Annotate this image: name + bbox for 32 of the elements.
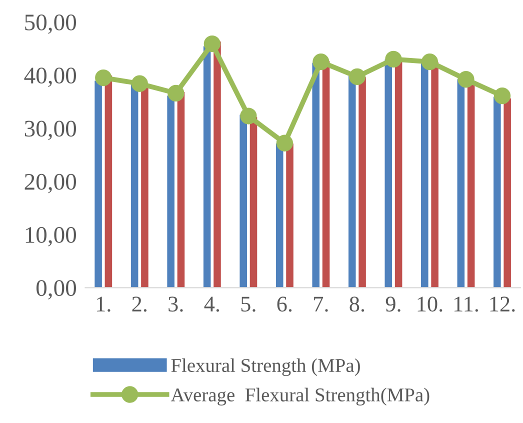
x-tick-label: 3. xyxy=(168,296,183,312)
y-tick-label: 20,00 xyxy=(24,174,76,194)
x-tick-label: 12. xyxy=(490,296,515,312)
x-tick-label: 6. xyxy=(277,296,292,312)
point xyxy=(95,69,112,86)
x-tick-label: 9. xyxy=(386,296,400,312)
point xyxy=(494,88,511,104)
legend-label: Flexural Strength (MPa) xyxy=(171,358,360,376)
point xyxy=(240,108,257,124)
point xyxy=(276,134,294,152)
point xyxy=(421,54,438,70)
y-tick-label: 10,00 xyxy=(26,227,76,246)
x-tick-label: 4. xyxy=(204,296,220,312)
x-tick-label: 10. xyxy=(418,296,442,312)
y-tick-label: 0,00 xyxy=(36,280,76,300)
point xyxy=(458,71,474,88)
legend-label: Average Flexural Strength(MPa) xyxy=(170,388,430,406)
x-tick-label: 11. xyxy=(454,296,478,312)
x-tick-label: 7. xyxy=(314,296,328,312)
x-tick-label: 2. xyxy=(132,296,147,312)
y-tick-label: 50,00 xyxy=(25,14,76,34)
point xyxy=(168,84,184,102)
x-tick-label: 5. xyxy=(241,296,256,312)
y-tick-label: 40,00 xyxy=(24,68,76,87)
x-tick-label: 1. xyxy=(97,296,110,312)
point xyxy=(348,68,366,86)
point xyxy=(312,54,330,70)
point xyxy=(385,50,402,68)
point xyxy=(131,75,148,92)
x-tick-label: 8. xyxy=(350,296,364,312)
point xyxy=(204,35,220,52)
y-tick-label: 30,00 xyxy=(24,120,76,140)
